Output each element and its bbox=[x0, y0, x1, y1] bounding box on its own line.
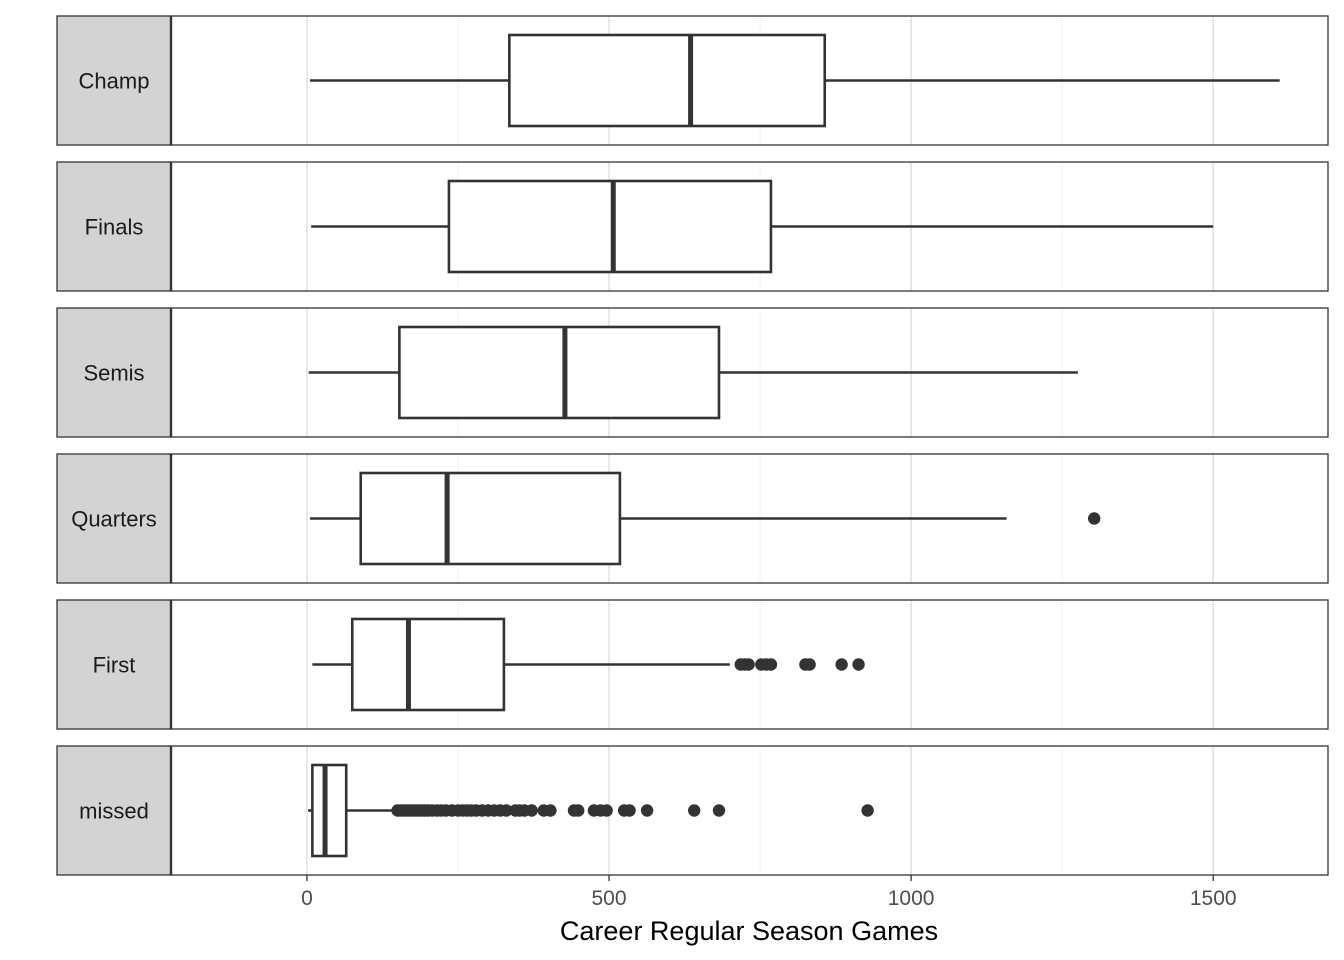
outlier-point bbox=[525, 804, 538, 817]
facet-panel-semis: Semis bbox=[56, 307, 1329, 438]
iqr-box bbox=[508, 33, 827, 128]
iqr-box bbox=[359, 471, 622, 566]
facet-strip-background bbox=[56, 307, 172, 438]
iqr-box bbox=[350, 617, 506, 712]
outlier-point bbox=[572, 804, 585, 817]
facet-panel-quarters: Quarters bbox=[56, 453, 1329, 584]
facet-strip-background bbox=[56, 745, 172, 876]
facet-strip-background bbox=[56, 453, 172, 584]
x-tick-label: 1500 bbox=[1190, 887, 1237, 910]
facet-strip-label: Semis bbox=[83, 361, 144, 386]
x-tick-label: 1000 bbox=[888, 887, 935, 910]
iqr-box bbox=[311, 763, 348, 858]
facet-strip-background bbox=[56, 599, 172, 730]
x-tick-label: 500 bbox=[592, 887, 627, 910]
outlier-point bbox=[500, 804, 513, 817]
outlier-point bbox=[852, 658, 865, 671]
outlier-point bbox=[1087, 512, 1101, 525]
iqr-box bbox=[447, 179, 773, 274]
outlier-point bbox=[600, 804, 613, 817]
facet-strip-label: Quarters bbox=[71, 507, 157, 532]
outlier-point bbox=[712, 804, 726, 817]
facet-panels: Champ Finals Semis Quarters First missed bbox=[56, 15, 1329, 876]
outlier-point bbox=[623, 804, 636, 817]
outlier-point bbox=[861, 804, 874, 817]
facet-panel-missed: missed bbox=[56, 745, 1329, 876]
x-axis: 0 500 1000 1500 bbox=[301, 875, 1237, 910]
outlier-point bbox=[640, 804, 654, 817]
iqr-box bbox=[398, 325, 721, 420]
facet-strip-label: Champ bbox=[79, 69, 150, 94]
outlier-point bbox=[764, 658, 778, 671]
facet-panel-champ: Champ bbox=[56, 15, 1329, 146]
facet-strip-background bbox=[56, 161, 172, 292]
outlier-point bbox=[742, 658, 755, 671]
facet-strip-label: Finals bbox=[85, 215, 144, 240]
facet-strip-background bbox=[56, 15, 172, 146]
x-axis-title: Career Regular Season Games bbox=[560, 916, 938, 946]
facet-strip-label: missed bbox=[79, 799, 149, 824]
x-tick-label: 0 bbox=[301, 887, 313, 910]
outlier-point bbox=[688, 804, 701, 817]
outlier-point bbox=[544, 804, 557, 817]
facet-panel-finals: Finals bbox=[56, 161, 1329, 292]
outlier-point bbox=[835, 658, 848, 671]
facet-panel-first: First bbox=[56, 599, 1329, 730]
facet-strip-label: First bbox=[93, 653, 136, 678]
outlier-point bbox=[803, 658, 816, 671]
